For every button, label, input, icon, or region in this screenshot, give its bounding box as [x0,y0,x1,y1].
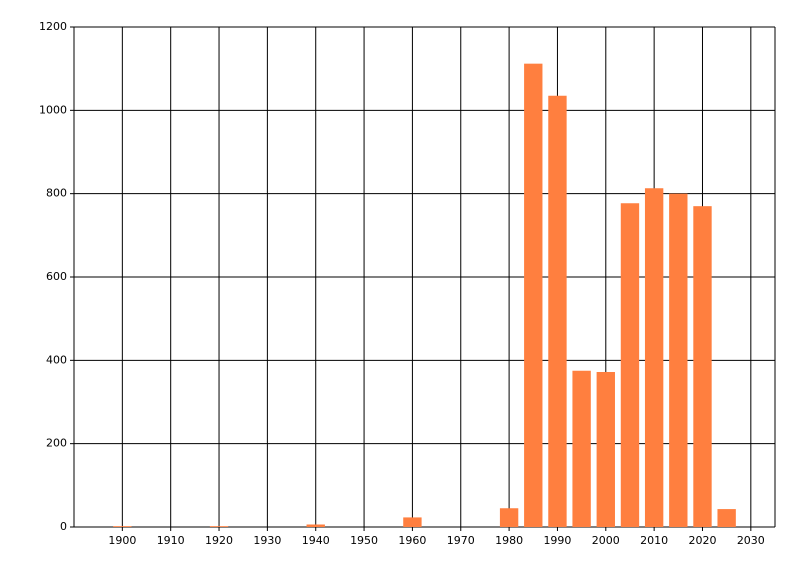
y-tick-label: 800 [46,187,67,200]
bar [620,203,640,527]
y-tick-label: 200 [46,437,67,450]
x-tick-label: 1960 [398,534,426,547]
x-tick-label: 2010 [640,534,668,547]
x-tick-label: 1920 [205,534,233,547]
bar [499,508,519,527]
x-tick-label: 1990 [543,534,571,547]
x-tick-label: 1930 [253,534,281,547]
x-tick-label: 2000 [592,534,620,547]
y-tick-label: 0 [60,520,67,533]
y-tick-label: 1200 [39,20,67,33]
bar [572,370,591,527]
bar [669,193,688,527]
x-tick-label: 2030 [737,534,765,547]
x-tick-label: 1900 [108,534,136,547]
bar [717,509,736,527]
bar [524,63,543,528]
bar [693,206,712,527]
bar [596,372,615,527]
y-tick-label: 600 [46,270,67,283]
bar [113,526,132,527]
y-tick-label: 400 [46,353,67,366]
x-tick-label: 1910 [157,534,185,547]
x-tick-label: 2020 [688,534,716,547]
bar [403,517,422,527]
bar [209,526,229,527]
bar [306,524,325,527]
bar [548,95,567,527]
x-tick-label: 1980 [495,534,523,547]
x-tick-label: 1950 [350,534,378,547]
y-tick-label: 1000 [39,103,67,116]
bar [644,188,664,527]
x-tick-label: 1940 [302,534,330,547]
x-tick-label: 1970 [447,534,475,547]
